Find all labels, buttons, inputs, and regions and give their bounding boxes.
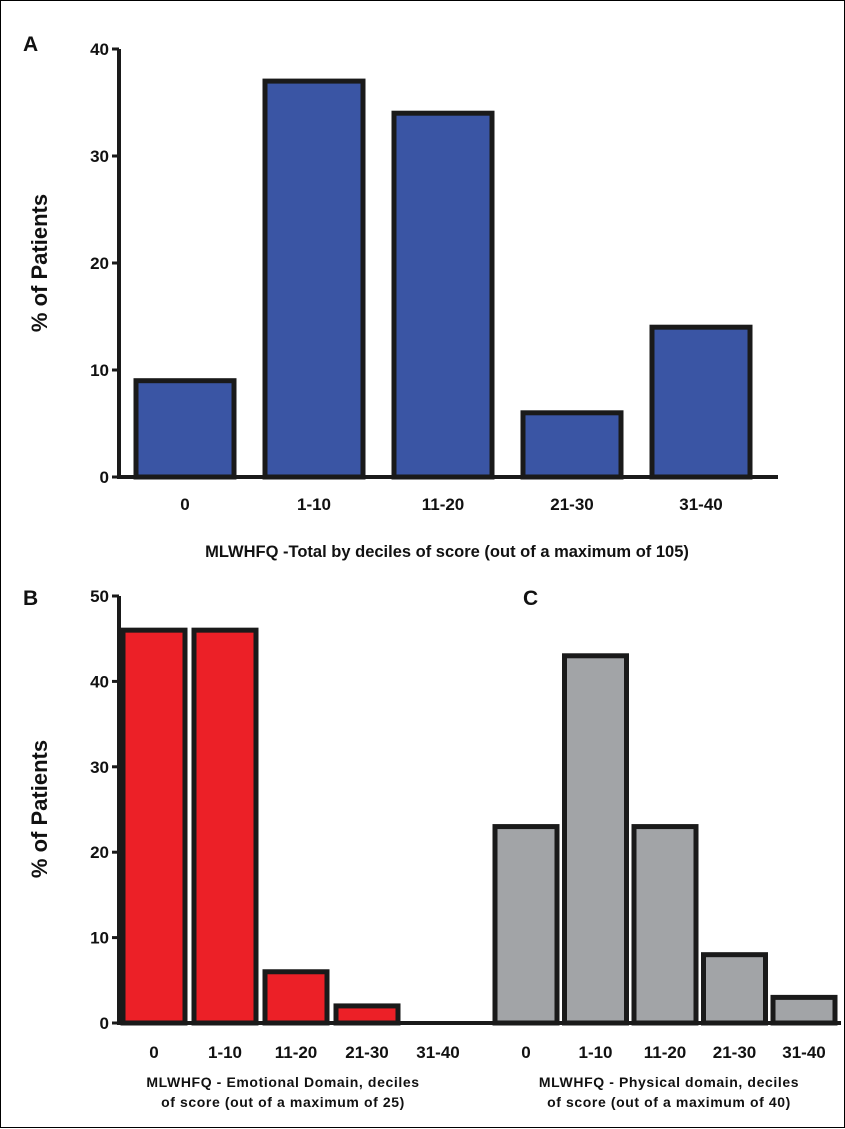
bar-c-21-30: [701, 952, 768, 1026]
y-axis-title-a: % of Patients: [27, 194, 52, 332]
panel-label-a: A: [23, 33, 38, 56]
bar-c-1-10: [562, 653, 629, 1026]
bar-c-0: [492, 824, 560, 1026]
y-tick-label-a: 30: [90, 147, 109, 166]
bar-b-11-20: [262, 969, 330, 1026]
y-tick-label-b: 30: [90, 758, 109, 777]
y-tick-label-b: 40: [90, 672, 109, 691]
plot-a: 0 1-10 11-20 21-30 31-40 0 10 20 30 40: [90, 40, 778, 514]
y-tick-label-b: 50: [90, 587, 109, 606]
bar-a-21-30: [520, 410, 624, 480]
x-tick-label-c: 0: [521, 1043, 530, 1062]
x-tick-label-c: 21-30: [713, 1043, 756, 1062]
x-tick-label-b: 21-30: [345, 1043, 388, 1062]
x-tick-label-a: 21-30: [550, 495, 593, 514]
x-tick-label-c: 1-10: [578, 1043, 612, 1062]
x-axis-title-c-line2: of score (out of a maximum of 40): [547, 1094, 791, 1110]
plot-c: 0 1-10 11-20 21-30 31-40: [489, 653, 841, 1062]
x-tick-label-c: 31-40: [782, 1043, 825, 1062]
y-tick-label-a: 20: [90, 254, 109, 273]
plot-b: 0 1-10 11-20 21-30 31-40 0 10 20 30 40 50: [90, 587, 491, 1062]
x-tick-label-b: 0: [149, 1043, 158, 1062]
panel-label-b: B: [23, 587, 38, 610]
x-axis-title-b-line2: of score (out of a maximum of 25): [161, 1094, 405, 1110]
x-tick-label-c: 11-20: [644, 1043, 687, 1062]
bar-a-11-20: [391, 110, 495, 480]
y-tick-label-a: 0: [100, 468, 109, 487]
bar-c-11-20: [631, 824, 699, 1026]
bar-b-1-10: [191, 627, 259, 1026]
bar-c-31-40: [770, 994, 838, 1026]
x-tick-label-a: 11-20: [422, 495, 465, 514]
bar-b-0: [120, 627, 188, 1026]
x-tick-label-b: 1-10: [208, 1043, 242, 1062]
bar-a-0: [133, 378, 237, 480]
x-axis-title-b-line1: MLWHFQ - Emotional Domain, deciles: [146, 1074, 419, 1090]
x-tick-label-a: 0: [180, 495, 189, 514]
y-tick-label-b: 10: [90, 929, 109, 948]
y-tick-label-b: 0: [100, 1014, 109, 1033]
x-tick-label-a: 1-10: [297, 495, 331, 514]
y-tick-label-a: 40: [90, 40, 109, 59]
panel-label-c: C: [523, 587, 538, 610]
bar-a-1-10: [262, 78, 366, 480]
x-axis-title-c-line1: MLWHFQ - Physical domain, deciles: [539, 1074, 799, 1090]
y-tick-label-a: 10: [90, 361, 109, 380]
x-tick-label-b: 31-40: [416, 1043, 459, 1062]
x-tick-label-a: 31-40: [679, 495, 722, 514]
bar-b-21-30: [333, 1003, 401, 1026]
y-axis-title-bc: % of Patients: [27, 740, 52, 878]
x-tick-label-b: 11-20: [275, 1043, 318, 1062]
x-axis-title-a: MLWHFQ -Total by deciles of score (out o…: [205, 543, 689, 561]
y-tick-label-b: 20: [90, 843, 109, 862]
bar-a-31-40: [649, 324, 753, 480]
